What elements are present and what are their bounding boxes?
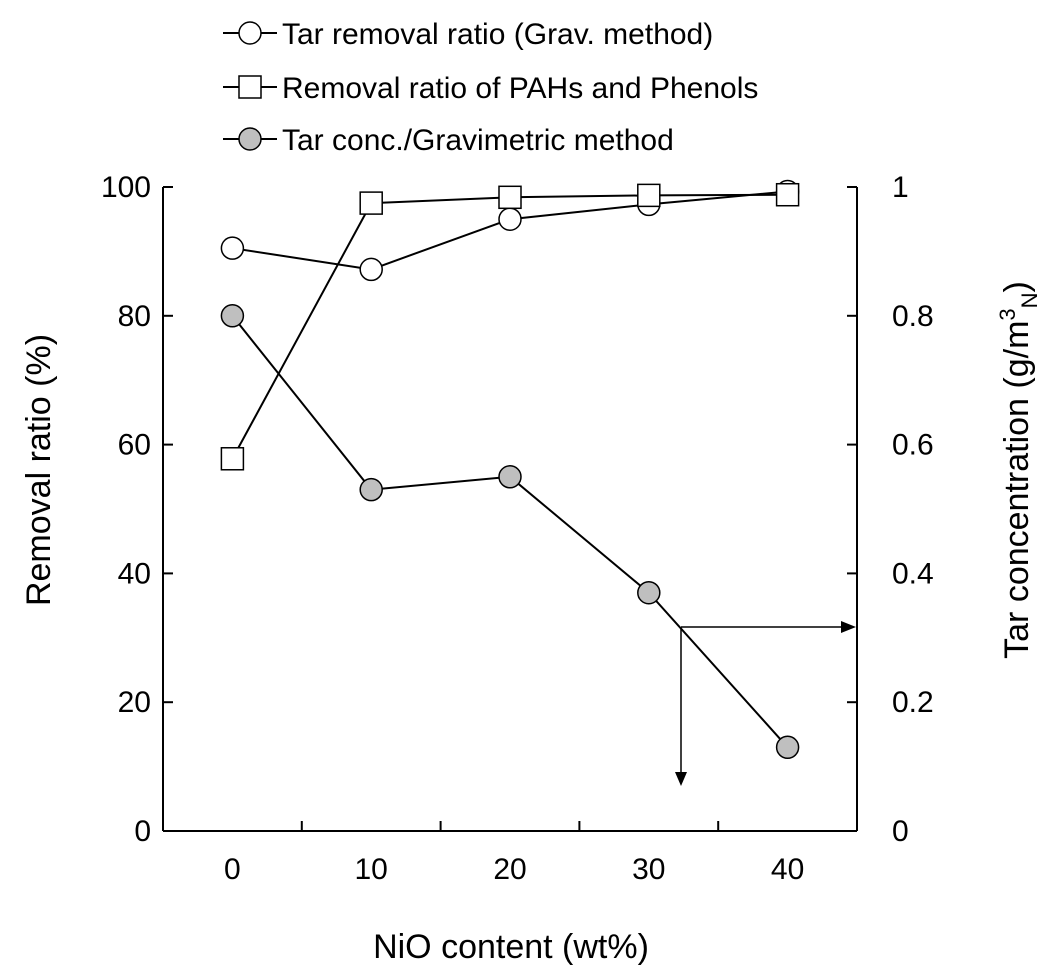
- point-square-open: [775, 182, 800, 207]
- point-circle-open: [220, 236, 245, 260]
- point-circle-filled: [359, 477, 383, 502]
- y-tick-label: 20: [118, 686, 151, 719]
- y-axis-title: Removal ratio (%): [20, 334, 58, 606]
- series-group: [220, 182, 800, 471]
- x-axis-title: NiO content (wt%): [373, 928, 649, 966]
- x-ticks: 0 10 20 30 40: [224, 821, 804, 886]
- point-circle-filled: [637, 580, 661, 605]
- y2-tick-label: 0.6: [892, 429, 934, 462]
- y2-tick-label: 1: [892, 171, 909, 204]
- series-layer: [220, 179, 800, 760]
- point-square-open: [238, 75, 262, 99]
- x-tick-label: 0: [224, 853, 241, 886]
- arrow-down-head: [675, 772, 687, 786]
- y2-tick-label: 0.2: [892, 686, 934, 719]
- point-circle-filled: [775, 735, 800, 760]
- point-square-open: [637, 183, 661, 208]
- y2-ticks: 0 0.2 0.4 0.6 0.8 1: [847, 171, 934, 848]
- series-line: [231, 315, 789, 748]
- y2-tick-label: 0.4: [892, 557, 934, 590]
- annotation-arrows: [675, 621, 856, 786]
- legend-item: Tar removal ratio (Grav. method): [223, 18, 713, 51]
- y-tick-label: 0: [134, 815, 151, 848]
- y2-axis-title-sup: 3: [995, 308, 1020, 320]
- x-tick-label: 20: [493, 853, 526, 886]
- series-group: [220, 304, 800, 760]
- y2-axis-title-sub: N: [1017, 292, 1042, 308]
- x-tick-label: 40: [771, 853, 804, 886]
- y-tick-label: 100: [101, 171, 151, 204]
- x-tick-label: 10: [355, 853, 388, 886]
- point-circle-filled: [238, 127, 262, 151]
- point-circle-filled: [220, 304, 245, 328]
- arrow-right-head: [841, 621, 856, 633]
- point-square-open: [359, 191, 383, 215]
- point-circle-filled: [498, 465, 522, 489]
- y2-tick-label: 0.8: [892, 300, 934, 333]
- y-tick-label: 40: [118, 557, 151, 590]
- legend-label: Tar removal ratio (Grav. method): [282, 18, 713, 51]
- x-tick-label: 30: [632, 853, 665, 886]
- legend-label: Tar conc./Gravimetric method: [282, 124, 674, 157]
- y-ticks: 0 20 40 60 80 100: [101, 171, 173, 848]
- y2-axis-title: Tar concentration (g/m3N): [995, 281, 1042, 659]
- legend-item: Tar conc./Gravimetric method: [223, 124, 674, 157]
- y-tick-label: 80: [118, 300, 151, 333]
- point-circle-open: [498, 207, 522, 231]
- point-circle-open: [238, 21, 262, 45]
- legend: Tar removal ratio (Grav. method) Removal …: [223, 18, 758, 157]
- y2-axis-title-end: ): [998, 281, 1036, 292]
- point-square-open: [220, 447, 245, 471]
- y2-tick-label: 0: [892, 815, 909, 848]
- y2-axis-title-main: Tar concentration (g/m: [998, 321, 1036, 659]
- y-tick-label: 60: [118, 429, 151, 462]
- legend-item: Removal ratio of PAHs and Phenols: [223, 72, 758, 105]
- point-square-open: [498, 185, 522, 210]
- point-circle-open: [359, 257, 383, 282]
- legend-label: Removal ratio of PAHs and Phenols: [282, 72, 758, 105]
